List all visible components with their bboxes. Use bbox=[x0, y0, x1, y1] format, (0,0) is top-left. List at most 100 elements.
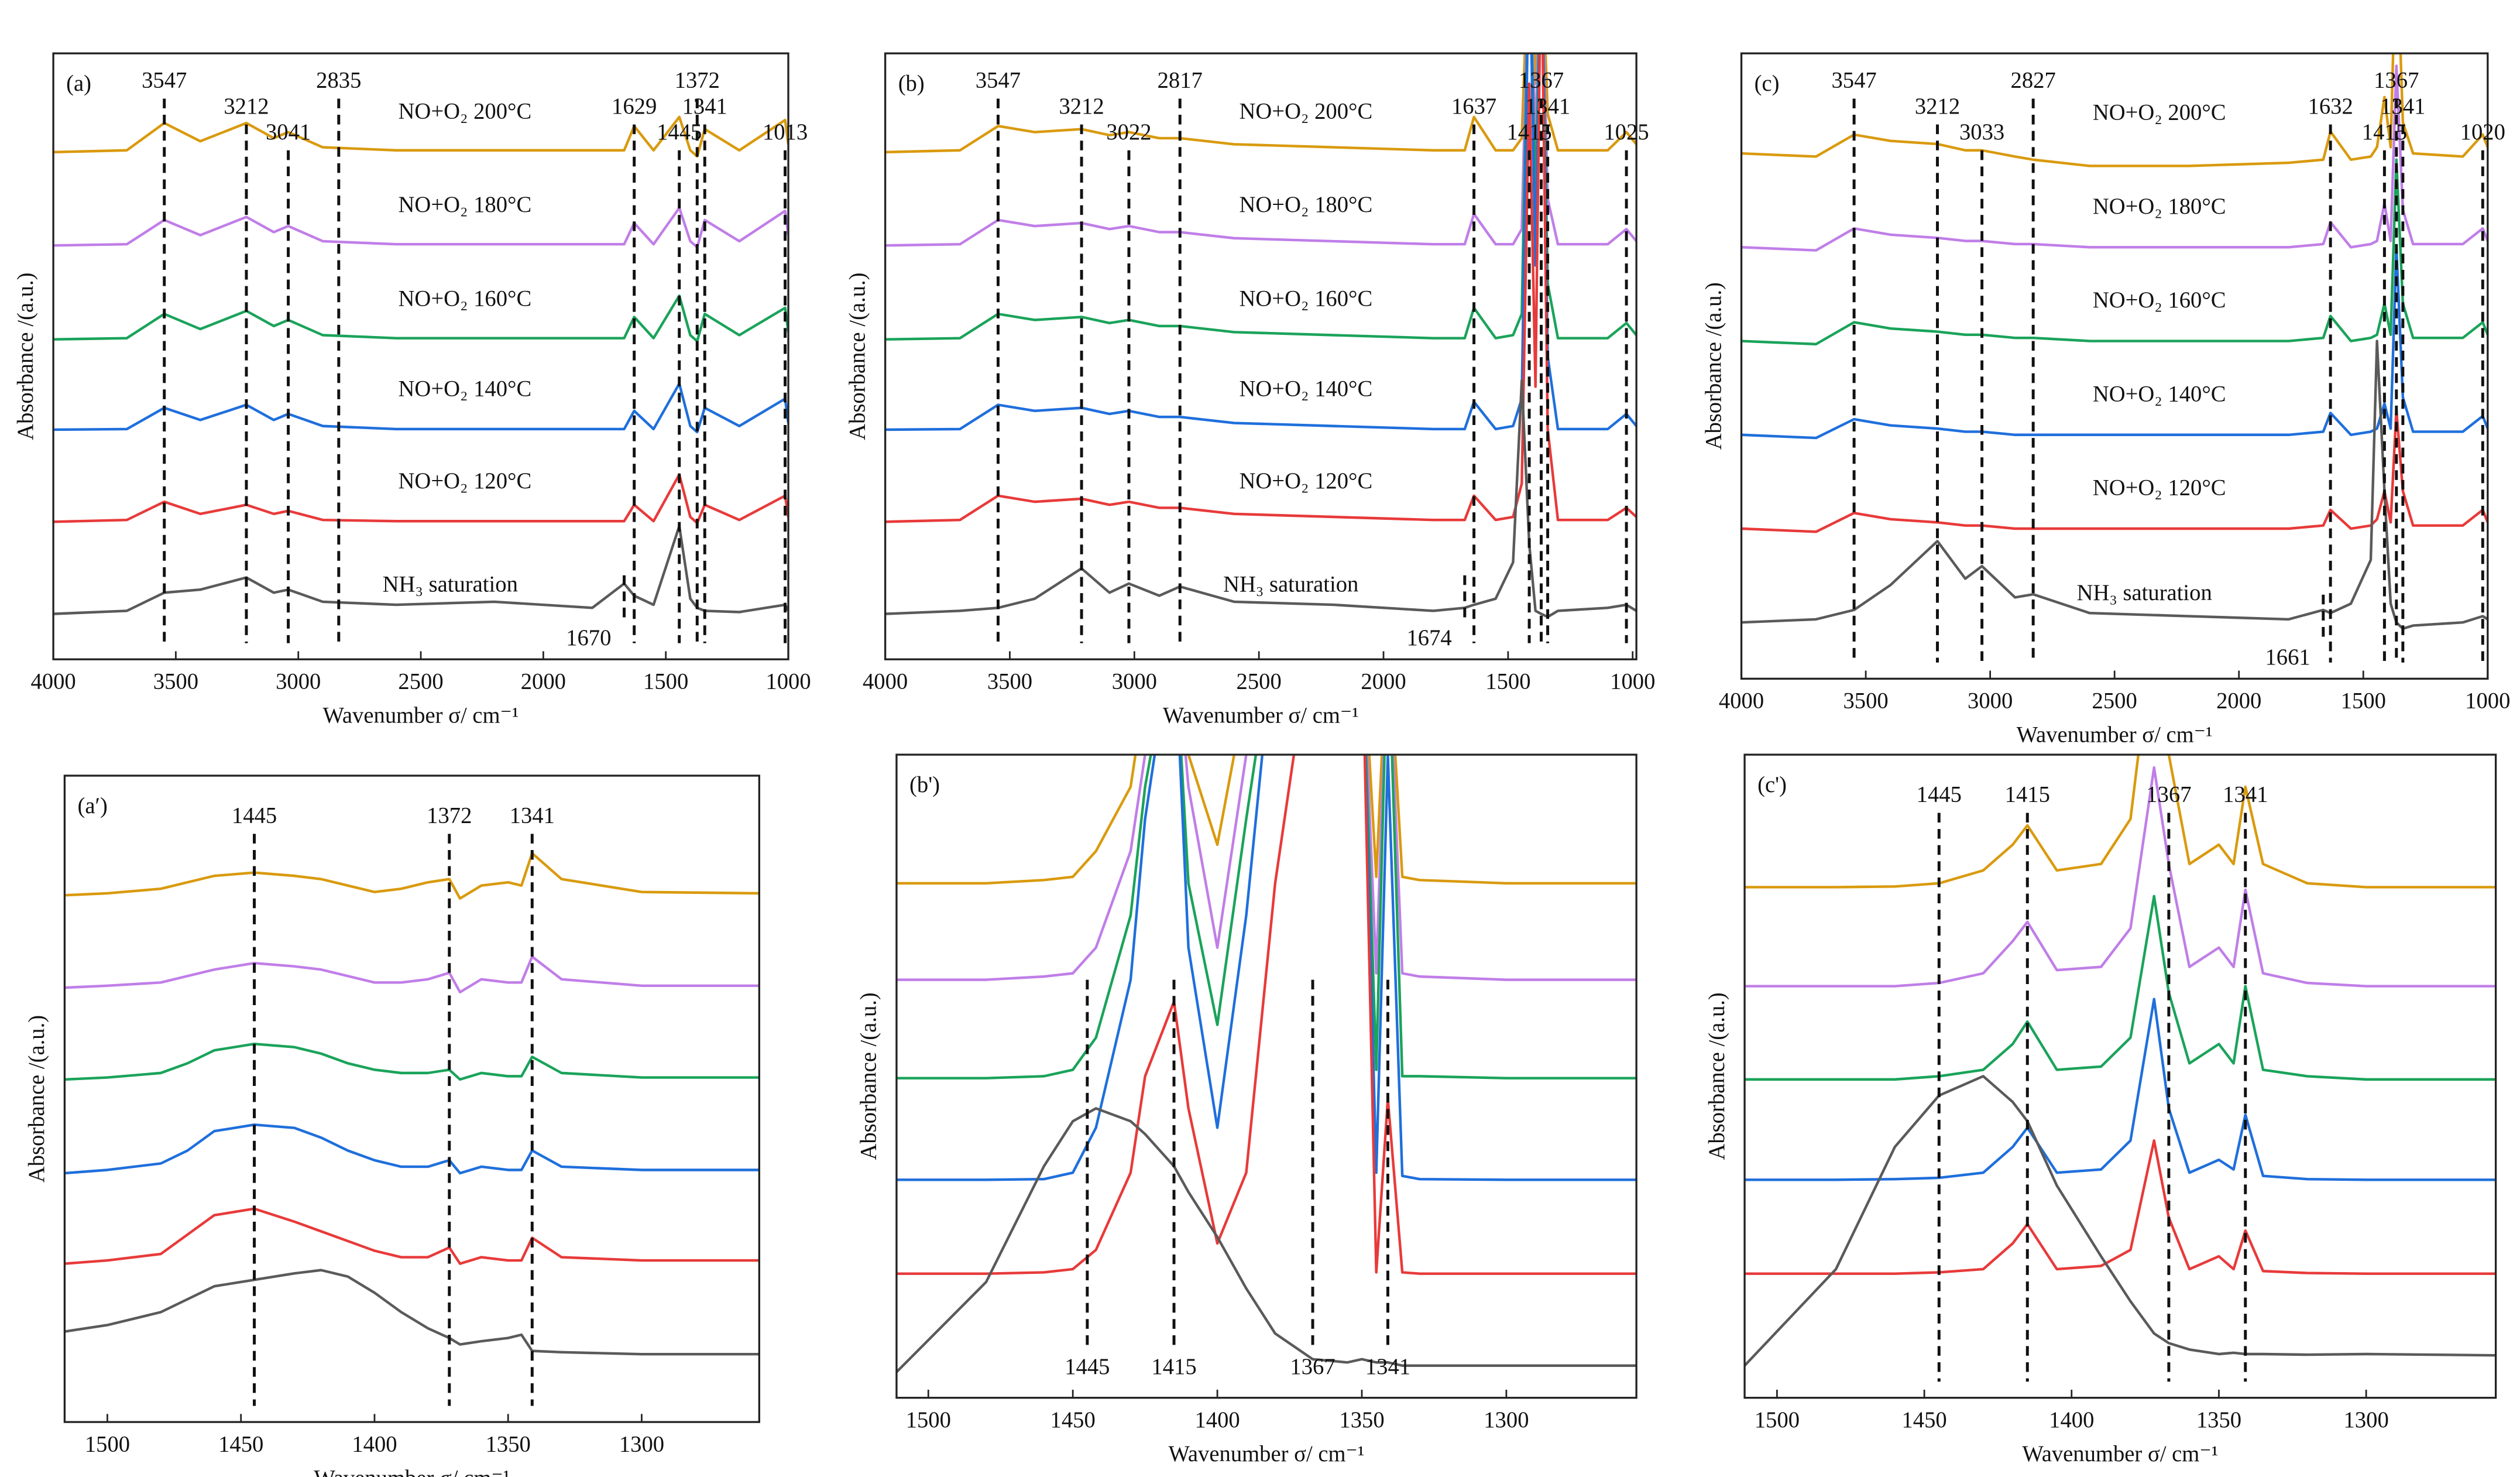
spectrum-line bbox=[64, 852, 760, 900]
curves bbox=[64, 852, 760, 1356]
x-tick-label: 1450 bbox=[1901, 1408, 1946, 1433]
series-label: NO+O₂ 120°C bbox=[1240, 469, 1373, 494]
plot-frame bbox=[1743, 753, 2497, 1399]
plot-frame bbox=[895, 753, 1637, 1399]
series-label: NO+O₂ 120°C bbox=[399, 469, 532, 494]
panel-label: (b') bbox=[909, 773, 940, 797]
series-label: NO+O₂ 160°C bbox=[399, 286, 532, 311]
x-tick-label: 2500 bbox=[398, 670, 443, 694]
peak-label: 1661 bbox=[2265, 645, 2310, 670]
spectrum-line bbox=[64, 1269, 760, 1356]
peak-label: 1372 bbox=[675, 68, 720, 93]
panel: NO+O₂ 200°C NO+O₂ 180°C NO+O₂ 160°C NO+O₂ 1… bbox=[13, 52, 811, 728]
peak-label: 1341 bbox=[1365, 1355, 1410, 1379]
peak-label: 1013 bbox=[763, 120, 808, 145]
peak-label: 1445 bbox=[232, 804, 277, 828]
panel-label: (a′) bbox=[77, 794, 107, 818]
peak-label: 3041 bbox=[266, 120, 311, 145]
spectrum-line bbox=[53, 294, 789, 343]
spectrum-line bbox=[64, 1207, 760, 1265]
spectrum-line bbox=[896, 755, 1637, 885]
panel: 1500 1450 1400 1350 1300 Wavenumber σ/ cm⁻¹ Ab… bbox=[25, 775, 760, 1477]
series-label: NO+O₂ 140°C bbox=[1240, 377, 1373, 402]
spectrum-line bbox=[1741, 408, 2488, 533]
y-axis-title: Absorbance /(a.u.) bbox=[13, 273, 38, 440]
x-axis-title: Wavenumber σ/ cm⁻¹ bbox=[1169, 1442, 1365, 1466]
panel-label: (a) bbox=[66, 71, 91, 96]
peak-label: 1637 bbox=[1451, 94, 1496, 119]
peak-label: 1367 bbox=[2374, 68, 2419, 93]
spectrum-line bbox=[896, 755, 1637, 1275]
panel: 1500 1450 1400 1350 1300 Wavenumber σ/ cm⁻¹ Ab… bbox=[1705, 753, 2497, 1466]
series-label: NO+O₂ 180°C bbox=[399, 193, 532, 217]
x-axis-title: Wavenumber σ/ cm⁻¹ bbox=[323, 703, 519, 728]
x-tick-label: 1300 bbox=[619, 1432, 664, 1457]
peak-label: 3212 bbox=[1059, 94, 1104, 119]
spectrum-line bbox=[1745, 1139, 2496, 1275]
peak-label: 1341 bbox=[682, 94, 727, 119]
x-tick-label: 3500 bbox=[153, 670, 198, 694]
x-tick-label: 1450 bbox=[218, 1432, 263, 1457]
peak-label: 1415 bbox=[2005, 783, 2050, 807]
spectrum-line bbox=[896, 755, 1637, 981]
series-label: NO+O₂ 200°C bbox=[399, 100, 532, 124]
spectrum-line bbox=[53, 115, 789, 158]
x-tick-label: 2500 bbox=[1237, 670, 1282, 694]
x-tick-label: 2000 bbox=[1361, 670, 1406, 694]
peak-label: 1629 bbox=[612, 94, 657, 119]
x-tick-label: 1350 bbox=[486, 1432, 531, 1457]
x-tick-label: 1350 bbox=[1339, 1408, 1384, 1433]
peak-label: 1674 bbox=[1406, 626, 1451, 650]
x-tick-label: 2000 bbox=[521, 670, 566, 694]
peak-label: 1341 bbox=[1525, 94, 1570, 119]
panel-label: (b) bbox=[898, 71, 925, 96]
panel: NO+O₂ 200°C NO+O₂ 180°C NO+O₂ 160°C NO+O₂ 1… bbox=[1701, 52, 2510, 748]
peak-label: 3547 bbox=[1831, 68, 1876, 93]
x-tick-label: 1000 bbox=[2465, 689, 2510, 714]
peak-label: 1020 bbox=[2460, 120, 2505, 145]
y-axis-title: Absorbance /(a.u.) bbox=[857, 992, 881, 1160]
curves bbox=[53, 115, 789, 615]
x-tick-label: 3000 bbox=[276, 670, 321, 694]
spectrum-line bbox=[1745, 766, 2496, 988]
peak-label: 1367 bbox=[2146, 783, 2191, 807]
peak-label: 3547 bbox=[142, 68, 187, 93]
x-axis-title: Wavenumber σ/ cm⁻¹ bbox=[314, 1466, 510, 1477]
x-tick-label: 2500 bbox=[2092, 689, 2137, 714]
peak-label: 1341 bbox=[2380, 94, 2425, 119]
peak-label: 1025 bbox=[1604, 120, 1649, 145]
peak-label: 1415 bbox=[1506, 120, 1551, 145]
spectrum-line bbox=[53, 525, 789, 615]
x-tick-label: 2000 bbox=[2216, 689, 2261, 714]
spectrum-line bbox=[1745, 998, 2496, 1181]
peak-label: 3547 bbox=[976, 68, 1021, 93]
series-label: NO+O₂ 180°C bbox=[1240, 193, 1373, 217]
peak-label: 3033 bbox=[1959, 120, 2004, 145]
x-axis-title: Wavenumber σ/ cm⁻¹ bbox=[1163, 703, 1359, 728]
peak-label: 2827 bbox=[2011, 68, 2056, 93]
x-tick-label: 1500 bbox=[1755, 1408, 1800, 1433]
x-tick-label: 1350 bbox=[2196, 1408, 2241, 1433]
peak-label: 1445 bbox=[1917, 783, 1962, 807]
spectrum-line bbox=[1745, 895, 2496, 1081]
series-label: NO+O₂ 180°C bbox=[2093, 194, 2226, 219]
peak-label: 1367 bbox=[1519, 68, 1564, 93]
y-axis-title: Absorbance /(a.u.) bbox=[1705, 992, 1729, 1160]
x-tick-label: 4000 bbox=[30, 670, 75, 694]
panel-label: (c) bbox=[1755, 71, 1780, 96]
peak-label: 1670 bbox=[566, 626, 611, 650]
series-label: NO+O₂ 160°C bbox=[1240, 286, 1373, 311]
series-label: NO+O₂ 120°C bbox=[2093, 476, 2226, 501]
peak-label: 1632 bbox=[2308, 94, 2353, 119]
peak-label: 1367 bbox=[1290, 1355, 1335, 1379]
peak-label: 1341 bbox=[2223, 783, 2268, 807]
x-tick-label: 1300 bbox=[2344, 1408, 2389, 1433]
x-tick-label: 1500 bbox=[2341, 689, 2386, 714]
x-tick-label: 4000 bbox=[863, 670, 908, 694]
x-tick-label: 1500 bbox=[85, 1432, 130, 1457]
peak-label: 3022 bbox=[1106, 120, 1151, 145]
peak-label: 2835 bbox=[316, 68, 361, 93]
spectrum-line bbox=[1741, 246, 2488, 440]
